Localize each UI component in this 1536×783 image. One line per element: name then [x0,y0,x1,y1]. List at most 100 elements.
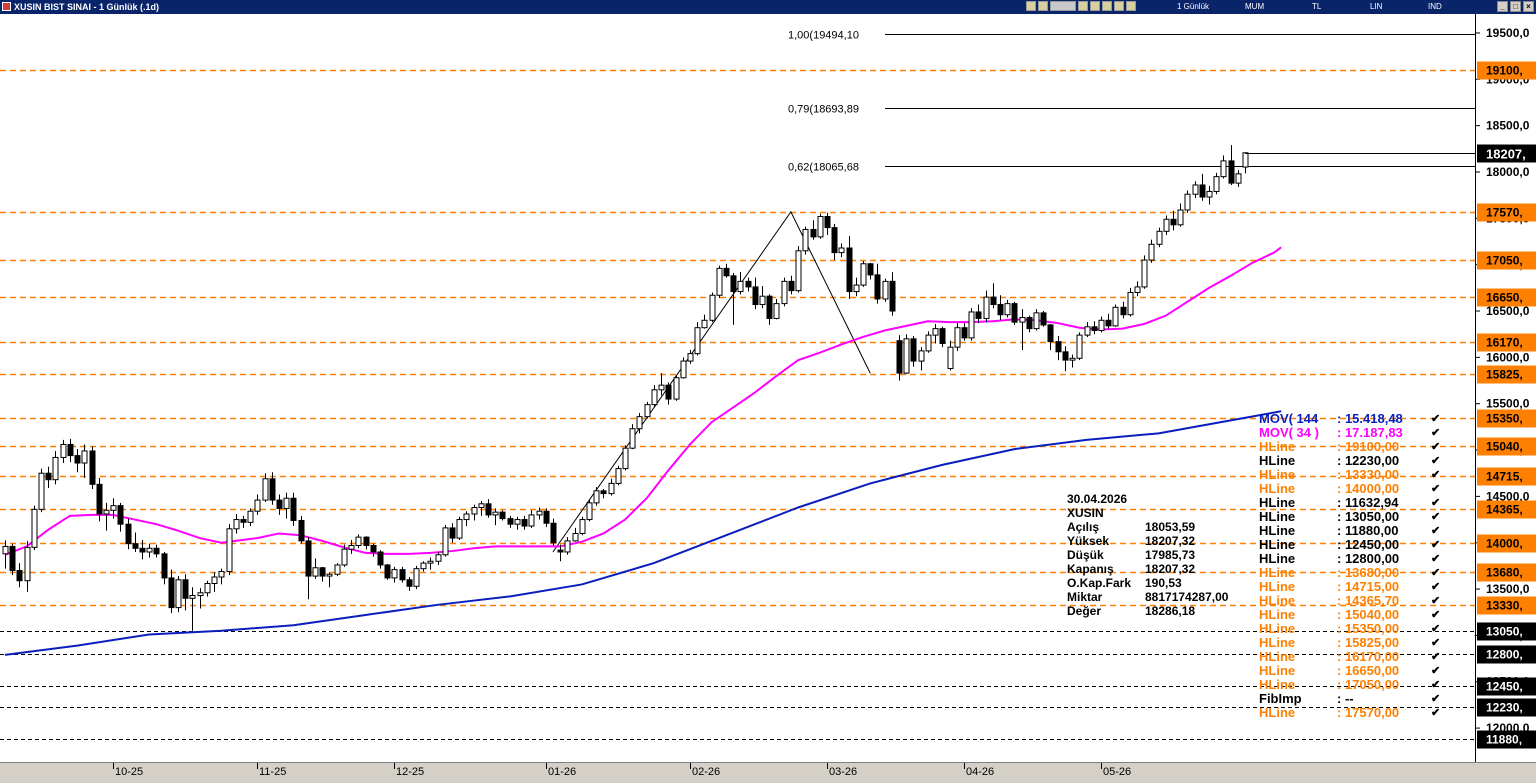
legend-check-icon[interactable]: ✔ [1431,413,1441,425]
legend-check-icon[interactable]: ✔ [1431,441,1441,453]
legend-check-icon[interactable]: ✔ [1431,525,1441,537]
candle-body [910,338,917,362]
candle-body [1177,209,1184,226]
x-tick-label: 12-25 [396,766,425,778]
candle-body [1184,193,1191,211]
chart-type-label[interactable]: MUM [1245,2,1265,11]
legend-check-icon[interactable]: ✔ [1431,567,1441,579]
legend-check-icon[interactable]: ✔ [1431,497,1441,509]
legend-check-icon[interactable]: ✔ [1431,539,1441,551]
tool-icon[interactable] [1050,1,1076,11]
legend-value: : 16170,00 [1337,649,1400,664]
tool-icon[interactable] [1078,1,1088,11]
price-tag [1477,288,1536,307]
candle-body [442,527,449,556]
tool-icon[interactable] [1102,1,1112,11]
candle-body [766,295,773,319]
candle-body [752,286,759,306]
legend-value: : 13050,00 [1337,509,1400,524]
price-tag-label: 15040, [1486,440,1523,454]
interval-label[interactable]: 1 Günlük [1177,2,1210,11]
price-tag [1477,534,1536,553]
price-tag [1477,409,1536,428]
candle-body [370,545,377,553]
candle-body [975,311,982,319]
x-tick-label: 03-26 [829,766,858,778]
legend-check-icon[interactable]: ✔ [1431,553,1441,565]
legend-check-icon[interactable]: ✔ [1431,609,1441,621]
candle-body [543,510,550,524]
legend-check-icon[interactable]: ✔ [1431,483,1441,495]
y-tick-label: 16000,0 [1486,350,1530,364]
window-buttons[interactable]: _ □ × [1497,1,1534,12]
candle-body [125,523,132,545]
legend-check-icon[interactable]: ✔ [1431,427,1441,439]
candle-body [1228,160,1235,184]
info-row-label: Miktar [1067,590,1103,604]
info-row-value: 190,53 [1145,576,1182,590]
maximize-icon[interactable]: □ [1510,1,1521,12]
tool-icon[interactable] [1038,1,1048,11]
last-price-label: 18207, [1486,147,1526,162]
price-tag [1477,203,1536,222]
tool-icon[interactable] [1090,1,1100,11]
candle-body [197,592,204,597]
info-row-label: Açılış [1067,520,1100,534]
legend-value: : 12230,00 [1337,453,1400,468]
legend-check-icon[interactable]: ✔ [1431,637,1441,649]
legend-check-icon[interactable]: ✔ [1431,623,1441,635]
price-tag-label: 17570, [1486,206,1523,220]
tool-icon[interactable] [1126,1,1136,11]
price-tag-label: 12800, [1486,648,1523,662]
candle-body [146,547,153,553]
candle-body [644,404,651,418]
candle-body [204,582,211,594]
close-icon[interactable]: × [1523,1,1534,12]
candle-body [9,545,16,572]
candle-body [1235,173,1242,184]
price-tag-label: 13680, [1486,566,1523,580]
candle-body [52,456,59,481]
legend-name: HLine [1259,607,1296,622]
candle-body [882,280,889,300]
price-tag [1477,365,1536,384]
scale-label[interactable]: LIN [1370,2,1383,11]
indicator-label[interactable]: IND [1428,2,1442,11]
legend-check-icon[interactable]: ✔ [1431,679,1441,691]
fib-level-label: 0,79(18693,89 [788,104,859,116]
legend-check-icon[interactable]: ✔ [1431,693,1441,705]
candle-body [435,554,442,562]
legend-check-icon[interactable]: ✔ [1431,595,1441,607]
info-symbol-label: XUSIN [1067,506,1104,520]
legend-check-icon[interactable]: ✔ [1431,511,1441,523]
x-tick-label: 04-26 [966,766,995,778]
tool-icon[interactable] [1114,1,1124,11]
candle-body [254,499,261,512]
candle-body [81,450,88,464]
info-row-value: 18053,59 [1145,520,1196,534]
legend-check-icon[interactable]: ✔ [1431,455,1441,467]
candle-body [24,546,31,582]
legend-check-icon[interactable]: ✔ [1431,651,1441,663]
candle-body [161,553,168,579]
legend-check-icon[interactable]: ✔ [1431,707,1441,719]
legend-name: HLine [1259,481,1296,496]
legend-check-icon[interactable]: ✔ [1431,665,1441,677]
price-tag [1477,467,1536,486]
price-tag [1477,437,1536,456]
candle-body [665,384,672,400]
price-tag-label: 14000, [1486,537,1523,551]
legend-check-icon[interactable]: ✔ [1431,469,1441,481]
legend-check-icon[interactable]: ✔ [1431,581,1441,593]
candle-body [615,468,622,484]
legend-value: : 15040,00 [1337,607,1400,622]
toolbar-icons[interactable] [1026,1,1136,13]
legend-name: FibImp [1259,691,1302,706]
candle-body [211,576,218,584]
minimize-icon[interactable]: _ [1497,1,1508,12]
price-chart[interactable]: 12000,012500,013000,013500,014000,014500… [0,14,1536,762]
candle-body [456,519,463,539]
x-tick [827,763,828,769]
tool-icon[interactable] [1026,1,1036,11]
currency-label[interactable]: TL [1312,2,1322,11]
